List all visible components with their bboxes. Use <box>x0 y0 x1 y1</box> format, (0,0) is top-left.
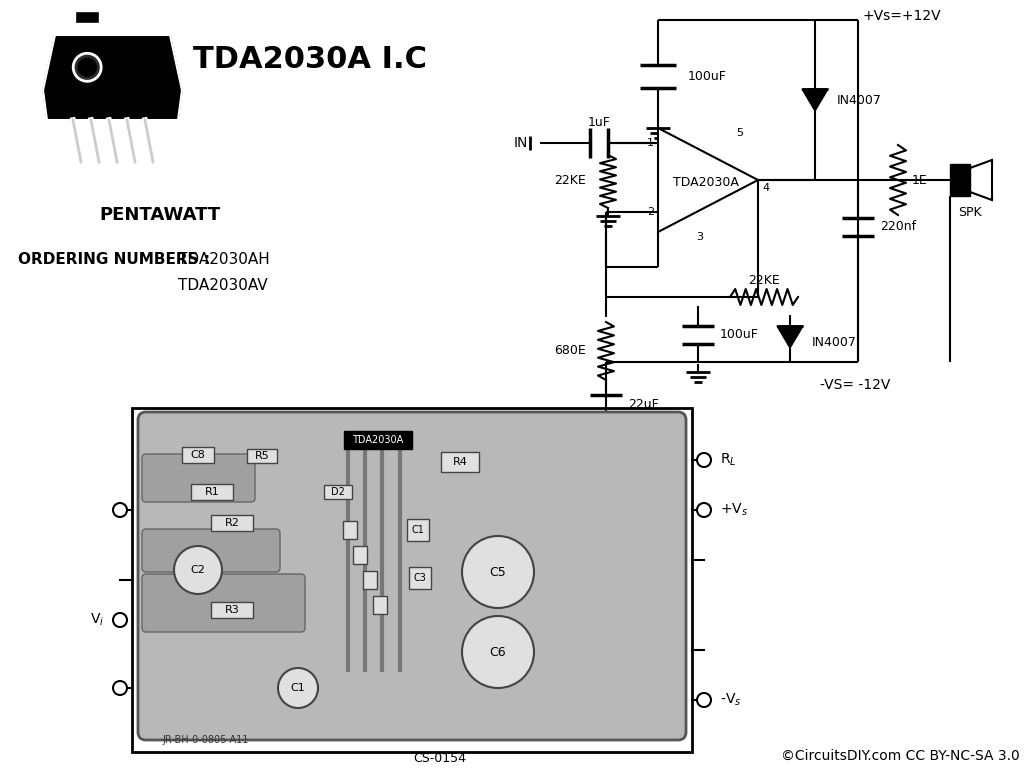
Text: R3: R3 <box>224 605 240 615</box>
Text: JR-BH-0-0805 A11: JR-BH-0-0805 A11 <box>162 735 249 745</box>
Circle shape <box>73 53 101 81</box>
Text: 1uF: 1uF <box>588 117 610 130</box>
Circle shape <box>697 693 711 707</box>
Circle shape <box>113 681 127 695</box>
FancyBboxPatch shape <box>142 454 255 502</box>
FancyBboxPatch shape <box>142 574 305 632</box>
Text: 680E: 680E <box>554 345 586 357</box>
Polygon shape <box>658 128 758 232</box>
Text: C1: C1 <box>291 683 305 693</box>
Circle shape <box>697 453 711 467</box>
Text: C8: C8 <box>190 450 206 460</box>
Circle shape <box>462 616 534 688</box>
Circle shape <box>697 503 711 517</box>
Text: 22uF: 22uF <box>628 398 658 411</box>
Text: 1: 1 <box>647 138 654 148</box>
Text: 22KE: 22KE <box>749 274 780 287</box>
Bar <box>75 11 99 23</box>
Bar <box>211 602 253 618</box>
Text: IN4007: IN4007 <box>812 336 857 349</box>
Bar <box>407 519 429 541</box>
Text: -VS= -12V: -VS= -12V <box>820 378 891 392</box>
Text: IN4007: IN4007 <box>837 94 882 107</box>
Text: R5: R5 <box>255 451 269 461</box>
Bar <box>132 408 692 752</box>
Text: TDA2030A: TDA2030A <box>352 435 403 445</box>
Text: IN: IN <box>514 136 528 150</box>
Text: TDA2030A: TDA2030A <box>673 177 739 190</box>
Bar <box>247 449 278 463</box>
Text: +V$_s$: +V$_s$ <box>720 502 749 518</box>
Text: C1: C1 <box>412 525 424 535</box>
FancyBboxPatch shape <box>138 412 686 740</box>
Circle shape <box>113 613 127 627</box>
Text: TDA2030AV: TDA2030AV <box>178 277 267 293</box>
Text: 5: 5 <box>736 128 743 138</box>
Polygon shape <box>802 89 828 111</box>
Text: 22KE: 22KE <box>554 174 586 187</box>
Text: D2: D2 <box>331 487 345 497</box>
Bar <box>409 567 431 589</box>
Text: R$_L$: R$_L$ <box>720 452 736 468</box>
Bar <box>191 484 233 500</box>
Text: R1: R1 <box>205 487 219 497</box>
FancyBboxPatch shape <box>142 529 280 572</box>
Text: 3: 3 <box>696 232 703 242</box>
Bar <box>353 546 367 564</box>
Bar <box>950 164 970 196</box>
Bar <box>324 485 352 499</box>
Circle shape <box>462 536 534 608</box>
Text: -V$_s$: -V$_s$ <box>720 692 741 708</box>
Text: 1E: 1E <box>912 174 928 187</box>
Text: CS-0154: CS-0154 <box>414 752 467 764</box>
Text: V$_i$: V$_i$ <box>90 612 104 628</box>
Text: C6: C6 <box>489 645 506 658</box>
Bar <box>373 596 387 614</box>
Text: +Vs=+12V: +Vs=+12V <box>862 9 941 23</box>
Circle shape <box>113 503 127 517</box>
Polygon shape <box>777 326 803 348</box>
Text: 100uF: 100uF <box>688 71 727 84</box>
Text: C2: C2 <box>190 565 206 575</box>
Text: ORDERING NUMBERS :: ORDERING NUMBERS : <box>18 253 210 267</box>
Bar <box>343 521 357 539</box>
Bar <box>344 431 412 449</box>
Bar <box>362 571 377 589</box>
Text: ©CircuitsDIY.com CC BY-NC-SA 3.0: ©CircuitsDIY.com CC BY-NC-SA 3.0 <box>780 749 1019 763</box>
Text: C3: C3 <box>414 573 426 583</box>
Bar <box>182 447 214 463</box>
Polygon shape <box>43 35 182 120</box>
Text: C5: C5 <box>489 565 507 578</box>
Text: TDA2030A I.C: TDA2030A I.C <box>193 45 427 74</box>
Circle shape <box>278 668 318 708</box>
Text: R4: R4 <box>453 457 467 467</box>
Circle shape <box>174 546 222 594</box>
Circle shape <box>78 58 96 76</box>
Text: SPK: SPK <box>958 206 982 219</box>
Text: 2: 2 <box>647 207 654 217</box>
Text: 4: 4 <box>762 183 769 193</box>
Text: TDA2030AH: TDA2030AH <box>178 253 269 267</box>
Text: 220nf: 220nf <box>880 220 916 233</box>
Text: PENTAWATT: PENTAWATT <box>99 206 220 224</box>
Bar <box>211 515 253 531</box>
Text: 100uF: 100uF <box>720 329 759 342</box>
Text: R2: R2 <box>224 518 240 528</box>
Bar <box>441 452 479 472</box>
